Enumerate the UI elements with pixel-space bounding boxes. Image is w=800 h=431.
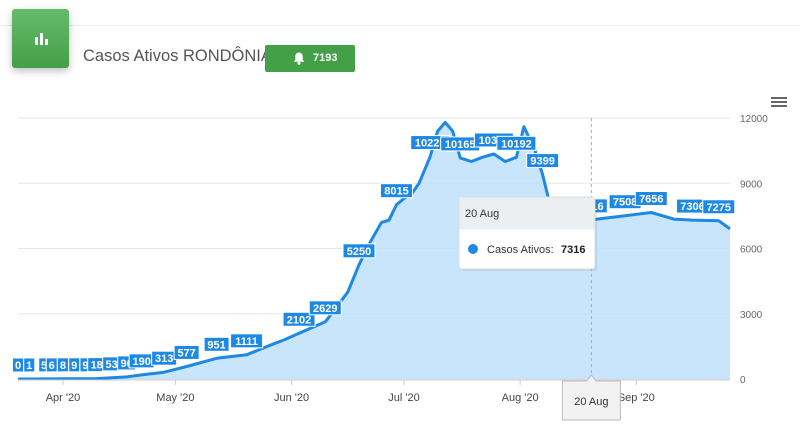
data-label: 7508: [613, 197, 637, 209]
data-label: 5250: [347, 246, 371, 258]
data-label-box: [282, 311, 316, 327]
tooltip-header-bg: [459, 197, 595, 230]
x-tick-label: Aug '20: [502, 392, 539, 404]
y-tick-label: 9000: [740, 179, 763, 190]
data-label: 577: [177, 347, 195, 359]
crosshair-label-text: 20 Aug: [574, 396, 608, 408]
chart-title: Casos Ativos RONDÔNIA: [83, 47, 272, 65]
data-label-box: [634, 190, 668, 206]
bell-icon: [293, 52, 305, 65]
x-tick-label: Apr '20: [46, 392, 81, 404]
x-tick-label: Jun '20: [274, 392, 309, 404]
tooltip-date: 20 Aug: [465, 208, 499, 220]
data-label: 10228: [415, 138, 446, 150]
data-label: 2629: [313, 303, 337, 315]
crosshair-label-box: [561, 374, 621, 421]
data-label: 190: [132, 356, 150, 368]
data-label: 7656: [639, 193, 663, 205]
tooltip-value: 7316: [561, 244, 585, 256]
x-tick-label: Sep '20: [618, 392, 655, 404]
data-label: 1: [26, 360, 32, 372]
data-label: 2102: [287, 314, 311, 326]
bar-chart-icon: [35, 33, 48, 45]
x-tick-label: Jul '20: [388, 392, 419, 404]
data-label-box: [526, 153, 560, 169]
tooltip: 20 Aug Casos Ativos: 7316: [458, 196, 597, 271]
data-label: 8: [60, 360, 66, 372]
y-tick-label: 3000: [740, 310, 763, 321]
data-label: 9399: [530, 156, 554, 168]
hamburger-menu-icon[interactable]: [771, 97, 787, 109]
active-cases-badge: 7193: [265, 45, 355, 72]
data-label-box: [23, 357, 36, 373]
data-label: 7306: [680, 201, 704, 213]
data-label-box: [342, 243, 376, 259]
data-label-box: [702, 199, 736, 215]
badge-value: 7193: [313, 52, 338, 64]
crosshair-x-label: 20 Aug: [561, 374, 621, 421]
data-label: 313: [155, 353, 173, 365]
data-label-box: [173, 344, 200, 360]
data-label: 5: [41, 360, 47, 372]
header-divider: [0, 25, 800, 26]
data-label-box: [203, 336, 230, 352]
data-label: 6: [49, 360, 55, 372]
data-label: 10165: [445, 139, 476, 151]
data-label: 9: [82, 360, 88, 372]
data-label-box: [308, 300, 342, 316]
x-tick-label: May '20: [156, 392, 194, 404]
data-label-box: [496, 135, 537, 151]
data-label: 9: [71, 360, 77, 372]
tooltip-series-name: Casos Ativos:: [487, 244, 554, 256]
data-label: 951: [207, 339, 225, 351]
data-label: 18: [91, 360, 103, 372]
y-tick-label: 6000: [740, 245, 763, 256]
data-label-box: [230, 333, 264, 349]
chart-icon-box: [12, 9, 69, 68]
data-label: 1111: [235, 336, 258, 348]
data-label: 8015: [384, 186, 408, 198]
y-tick-label: 0: [740, 375, 746, 386]
data-label: 0: [15, 360, 21, 372]
series-marker-icon: [468, 244, 478, 254]
data-label: 7275: [707, 202, 731, 214]
y-tick-label: 12000: [740, 114, 768, 125]
data-label-box: [379, 183, 413, 199]
data-label: 53: [106, 359, 118, 371]
data-label: 10192: [501, 138, 532, 150]
